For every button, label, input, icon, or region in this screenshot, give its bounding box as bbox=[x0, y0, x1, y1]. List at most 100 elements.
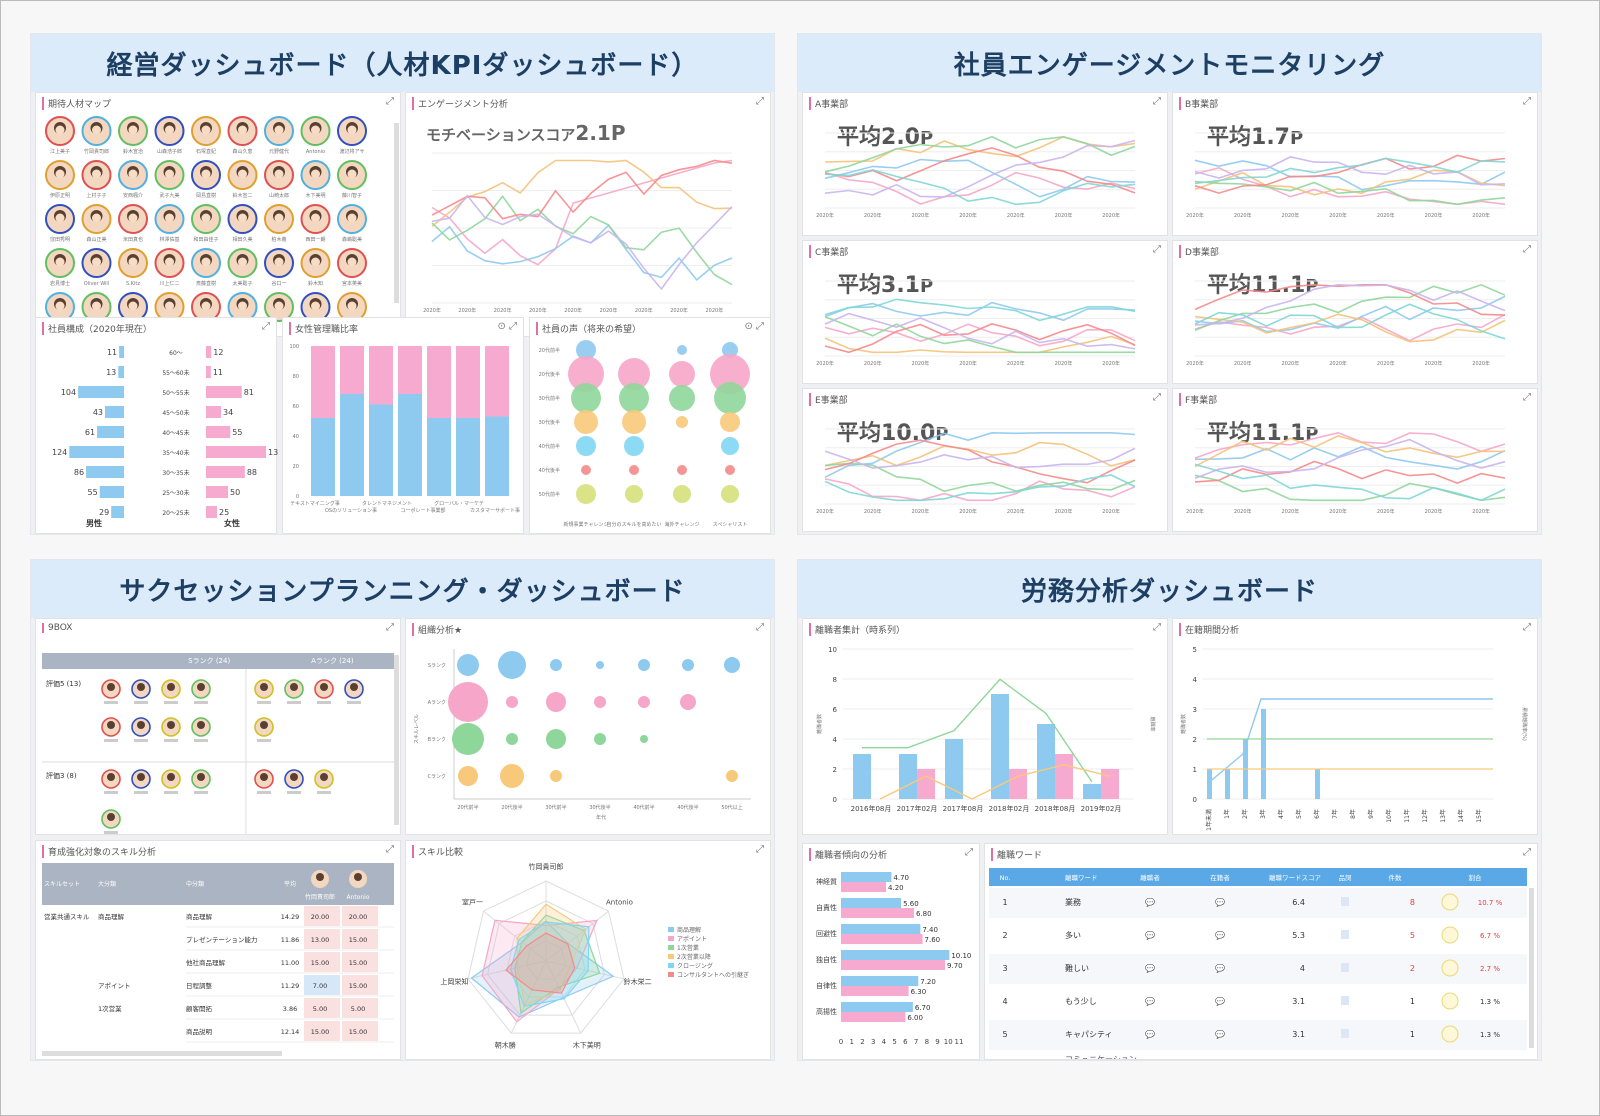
table-cell: 20.00 bbox=[349, 913, 368, 921]
bubble bbox=[506, 696, 518, 708]
avatar-name: 森山久恵 bbox=[232, 148, 252, 155]
table-cell: 他社商品理解 bbox=[186, 958, 226, 967]
turnover-title: 離職者集計（時系列） bbox=[809, 623, 905, 636]
expand-icon[interactable]: ⤢ bbox=[1523, 392, 1531, 403]
panel-title: F事業部 bbox=[1179, 393, 1217, 406]
y-axis-label: 離職者数 bbox=[816, 714, 823, 734]
expand-icon[interactable]: ⤢ bbox=[1523, 244, 1531, 255]
avatar-name: 米田真也 bbox=[123, 236, 143, 243]
expand-icon[interactable]: ⤢ bbox=[1153, 96, 1161, 107]
female-label: 女性 bbox=[224, 519, 240, 528]
expand-icon[interactable]: ⤢ bbox=[386, 622, 394, 633]
avatar-name: 森嶋聡美 bbox=[342, 236, 362, 243]
bubble bbox=[721, 437, 739, 455]
avatar-face bbox=[201, 257, 211, 267]
x-tick-label: 4 bbox=[882, 1038, 887, 1046]
ninebox-avatars bbox=[42, 655, 399, 834]
ratio: 1.3 % bbox=[1480, 1031, 1500, 1039]
x-tick-label: 2020年 bbox=[1007, 508, 1025, 515]
table-header: 離職ワードスコア bbox=[1269, 873, 1322, 882]
series-line bbox=[1194, 156, 1506, 186]
avatar-face bbox=[92, 257, 101, 267]
blue-segment bbox=[398, 394, 422, 496]
expand-icon[interactable]: ⤢ bbox=[965, 847, 973, 858]
y-tick-label: 3 bbox=[1193, 706, 1197, 714]
series-line bbox=[431, 224, 733, 282]
row-no: 5 bbox=[1002, 1030, 1007, 1039]
chat-icon: 💬 bbox=[1215, 963, 1225, 973]
bubble bbox=[576, 436, 596, 456]
expand-icon[interactable]: ⤢ bbox=[1153, 392, 1161, 403]
series-line bbox=[824, 171, 1136, 205]
avatar-caption bbox=[347, 701, 361, 704]
rate-line bbox=[879, 764, 1111, 800]
x-tick-label: 2020年 bbox=[1282, 360, 1300, 367]
avatar-caption bbox=[194, 791, 208, 794]
turnover-card: 離職者集計（時系列） ⤢ 0 2 4 6 8 10 2016年08月 2017年02月 2017… bbox=[802, 618, 1168, 835]
expand-icon[interactable]: ⤢ bbox=[756, 622, 764, 633]
x-tick-label: 5年 bbox=[1295, 809, 1303, 819]
avatar-face bbox=[128, 257, 138, 267]
expand-icon[interactable]: ⤢ bbox=[1153, 622, 1161, 633]
expand-icon[interactable]: ⤢ bbox=[756, 844, 764, 855]
skill-compare-title: スキル比較 bbox=[412, 845, 463, 858]
age-label: 20～25未 bbox=[162, 509, 189, 517]
bar bbox=[841, 934, 923, 944]
expand-icon[interactable]: ⤢ bbox=[262, 321, 270, 332]
expand-icon[interactable]: ⤢ bbox=[386, 96, 394, 107]
chat-icon: 💬 bbox=[1145, 996, 1155, 1006]
x-tick-label: 2019年02月 bbox=[1081, 804, 1122, 813]
avatar-hair bbox=[167, 721, 175, 729]
bubble bbox=[721, 485, 739, 503]
bubble bbox=[458, 766, 478, 786]
legend-swatch bbox=[668, 936, 674, 941]
word: 多い bbox=[1065, 930, 1081, 940]
avatar-hair bbox=[290, 773, 298, 781]
table-header: 離職者 bbox=[1140, 873, 1160, 882]
bar-value: 4.70 bbox=[893, 874, 909, 882]
pink-segment bbox=[340, 346, 364, 394]
avatar-face bbox=[347, 213, 357, 223]
bubble bbox=[726, 770, 738, 782]
avatar-name: 岡島直樹 bbox=[196, 192, 216, 199]
expand-icon[interactable]: ⤢ bbox=[1523, 847, 1531, 858]
table-header: 件数 bbox=[1389, 873, 1403, 882]
x-tick-label: 2020年 bbox=[912, 212, 930, 219]
score: 3.1 bbox=[1292, 1030, 1305, 1039]
scrollbar bbox=[1529, 888, 1534, 1048]
avatar-face bbox=[238, 257, 247, 267]
legend-swatch bbox=[668, 972, 674, 977]
x-tick-label: 2020年 bbox=[1377, 360, 1395, 367]
ratio: 10.7 % bbox=[1478, 899, 1503, 907]
expand-icon[interactable]: ⊙ ⤢ bbox=[744, 321, 764, 332]
y-tick-label: 5 bbox=[1193, 646, 1197, 654]
expand-icon[interactable]: ⤢ bbox=[386, 844, 394, 855]
bubble bbox=[638, 696, 650, 708]
ratio-pie bbox=[1441, 1025, 1459, 1043]
bar-value: 6.80 bbox=[916, 910, 932, 918]
expand-icon[interactable]: ⤢ bbox=[1523, 96, 1531, 107]
series-line bbox=[431, 159, 733, 220]
expand-icon[interactable]: ⊙ ⤢ bbox=[497, 321, 517, 332]
series-line bbox=[431, 194, 733, 286]
x-tick-label: 2020年 bbox=[816, 212, 834, 219]
avatar-face bbox=[347, 125, 357, 135]
y-tick-label: 20 bbox=[293, 464, 299, 470]
legend-swatch bbox=[668, 927, 674, 932]
bar bbox=[841, 976, 919, 986]
expand-icon[interactable]: ⤢ bbox=[1153, 244, 1161, 255]
row-bg bbox=[989, 1020, 1527, 1050]
bubble bbox=[571, 383, 601, 413]
expand-icon[interactable]: ⤢ bbox=[1523, 622, 1531, 633]
series-line bbox=[824, 335, 1136, 354]
bar bbox=[841, 882, 887, 892]
table-cell: 営業共通スキル bbox=[44, 912, 90, 921]
x-tick-label: 2017年02月 bbox=[897, 804, 938, 813]
male-count: 43 bbox=[93, 408, 103, 417]
avatar-caption bbox=[257, 791, 271, 794]
chat-icon: 💬 bbox=[1145, 963, 1155, 973]
category-label: 自責性 bbox=[816, 903, 837, 912]
x-tick-label: 海外チャレンジ bbox=[665, 521, 700, 528]
y-tick-label: Sランク bbox=[428, 663, 446, 669]
expand-icon[interactable]: ⤢ bbox=[756, 96, 764, 107]
